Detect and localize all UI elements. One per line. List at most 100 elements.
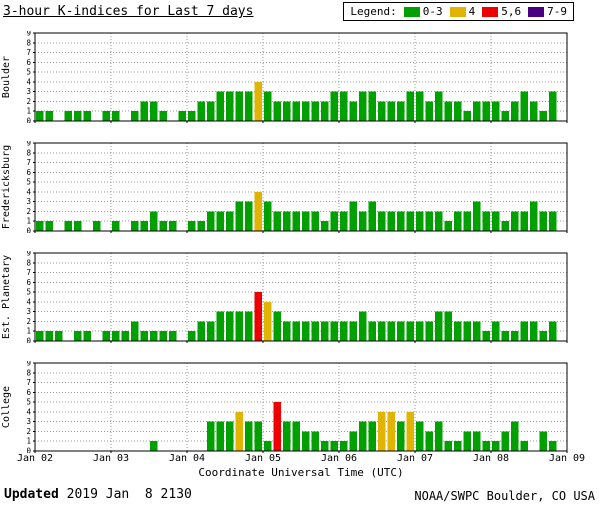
k-bar [330,211,339,231]
y-tick-label: 2 [26,97,31,106]
panel-fredericksburg: Fredericksburg 0 1 2 3 4 5 6 7 8 9 [0,141,600,233]
k-bar [406,91,415,121]
k-bar [168,221,177,231]
k-bar [102,331,111,341]
y-tick-label: 8 [26,148,31,157]
k-bar [254,421,263,451]
k-bar [83,331,92,341]
k-bar [320,441,329,451]
k-bar [35,111,44,121]
k-bar [197,221,206,231]
k-bar [187,111,196,121]
k-bar [159,331,168,341]
k-bar [35,221,44,231]
k-bar [216,421,225,451]
k-bar [491,101,500,121]
y-tick-label: 7 [26,158,31,167]
x-tick-label: Jan 04 [168,453,206,464]
y-tick-label: 7 [26,268,31,277]
k-bar [292,421,301,451]
k-bar [529,101,538,121]
k-bar [387,211,396,231]
k-bar [54,331,63,341]
k-bar [187,221,196,231]
k-bar [45,221,54,231]
k-bar [425,321,434,341]
k-bar [444,221,453,231]
k-bar [273,211,282,231]
k-bar [396,211,405,231]
k-bar [510,421,519,451]
k-bar [197,101,206,121]
k-bar [377,211,386,231]
panel-est-planetary: Est. Planetary 0 1 2 3 4 5 6 7 8 9 [0,251,600,343]
k-bar [320,101,329,121]
k-bar [349,431,358,451]
k-bar [301,211,310,231]
y-tick-label: 8 [26,368,31,377]
k-bar [377,101,386,121]
k-bar [292,321,301,341]
k-bar [425,431,434,451]
k-bar [282,211,291,231]
x-tick-label: Jan 02 [16,453,54,464]
k-bar [140,221,149,231]
k-bar [491,321,500,341]
k-bar [406,211,415,231]
k-bar [301,431,310,451]
k-bar [548,321,557,341]
k-bar [244,421,253,451]
y-tick-label: 1 [26,217,31,226]
k-bar [64,221,73,231]
legend-item-2: 5,6 [482,5,521,18]
legend-label: Legend: [350,5,397,18]
panel-college: College 0 1 2 3 4 5 6 7 8 9 [0,361,600,453]
k-bar [225,91,234,121]
y-tick-label: 7 [26,48,31,57]
k-bar [311,101,320,121]
legend: Legend: 0-3 4 5,6 7-9 [343,2,574,21]
k-bar [263,91,272,121]
y-tick-label: 5 [26,68,31,77]
k-bar [216,211,225,231]
y-tick-label: 3 [26,307,31,316]
y-tick-label: 1 [26,437,31,446]
k-bar [482,331,491,341]
station-label-college: College [1,385,12,429]
panel-frame [34,32,568,122]
k-bar [444,311,453,341]
updated-value: 2019 Jan 8 2130 [58,487,192,502]
k-bar [83,111,92,121]
k-bar [396,321,405,341]
y-tick-label: 6 [26,278,31,287]
k-bar [339,211,348,231]
k-bar [444,441,453,451]
k-bar [358,421,367,451]
k-bar [415,91,424,121]
k-bar [368,201,377,231]
k-bar [225,211,234,231]
k-bar [520,211,529,231]
y-tick-label: 6 [26,168,31,177]
k-bar [197,321,206,341]
k-bar [149,331,158,341]
y-tick-label: 1 [26,107,31,116]
k-bar [216,311,225,341]
y-tick-label: 0 [26,117,31,124]
k-bar [472,101,481,121]
k-bar [244,201,253,231]
k-bar [453,441,462,451]
k-bar [235,91,244,121]
y-tick-label: 9 [26,251,31,258]
legend-item-label: 5,6 [501,5,522,18]
k-bar [35,331,44,341]
k-bar [73,331,82,341]
y-tick-label: 2 [26,317,31,326]
k-bar [548,441,557,451]
k-bar [235,201,244,231]
k-bar [339,321,348,341]
k-bar [377,411,386,451]
k-bar [387,321,396,341]
k-bar [453,211,462,231]
